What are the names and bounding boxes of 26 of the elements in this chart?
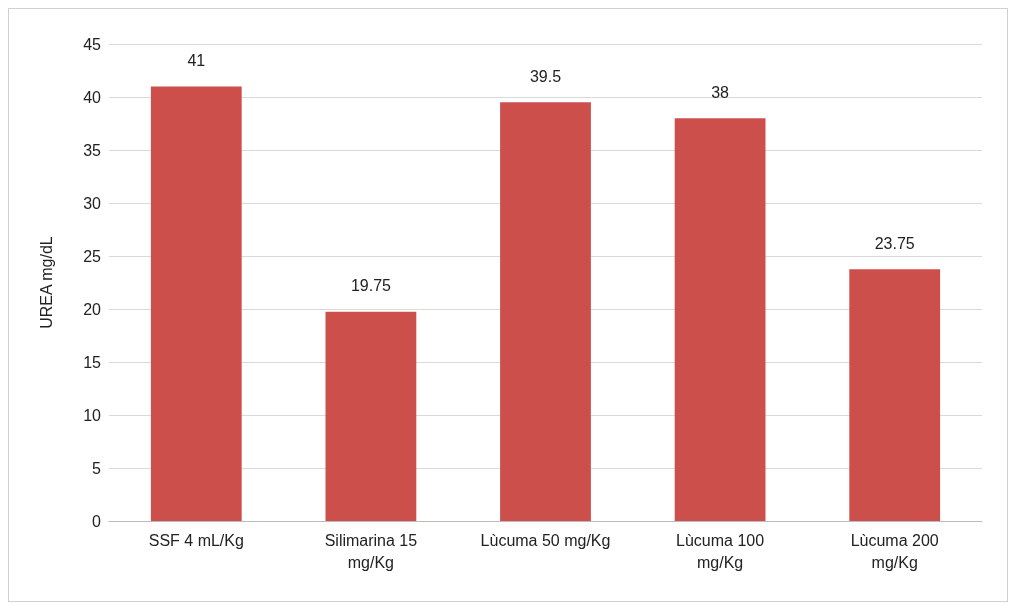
y-tick-label: 45 — [83, 35, 102, 53]
y-axis-title: UREA mg/dL — [37, 236, 55, 329]
x-tick-label: Lùcuma 100 mg/Kg — [676, 531, 765, 571]
x-tick-label: Lùcuma 200 mg/Kg — [850, 531, 939, 571]
bar — [325, 311, 417, 521]
y-tick-label: 35 — [83, 141, 102, 159]
bar — [674, 118, 766, 521]
y-tick-label: 25 — [83, 247, 102, 265]
x-tick-label: SSF 4 mL/Kg — [148, 531, 244, 549]
x-tick-label: Silimarina 15 mg/Kg — [324, 531, 418, 571]
data-label: 39.5 — [529, 67, 562, 85]
data-label: 19.75 — [350, 277, 392, 295]
data-label: 38 — [711, 83, 730, 101]
data-label: 41 — [187, 51, 206, 69]
y-tick-label: 15 — [83, 353, 102, 371]
y-tick-label: 20 — [83, 300, 102, 318]
bar — [500, 102, 591, 521]
y-tick-label: 40 — [83, 88, 102, 106]
bar — [150, 86, 242, 521]
y-tick-label: 30 — [83, 194, 102, 212]
y-tick-label: 5 — [92, 459, 102, 477]
y-tick-label: 10 — [83, 406, 102, 424]
y-tick-label: 0 — [92, 512, 102, 530]
x-tick-label: Lùcuma 50 mg/Kg — [480, 531, 611, 549]
data-label: 23.75 — [874, 234, 915, 252]
bar — [849, 269, 941, 521]
